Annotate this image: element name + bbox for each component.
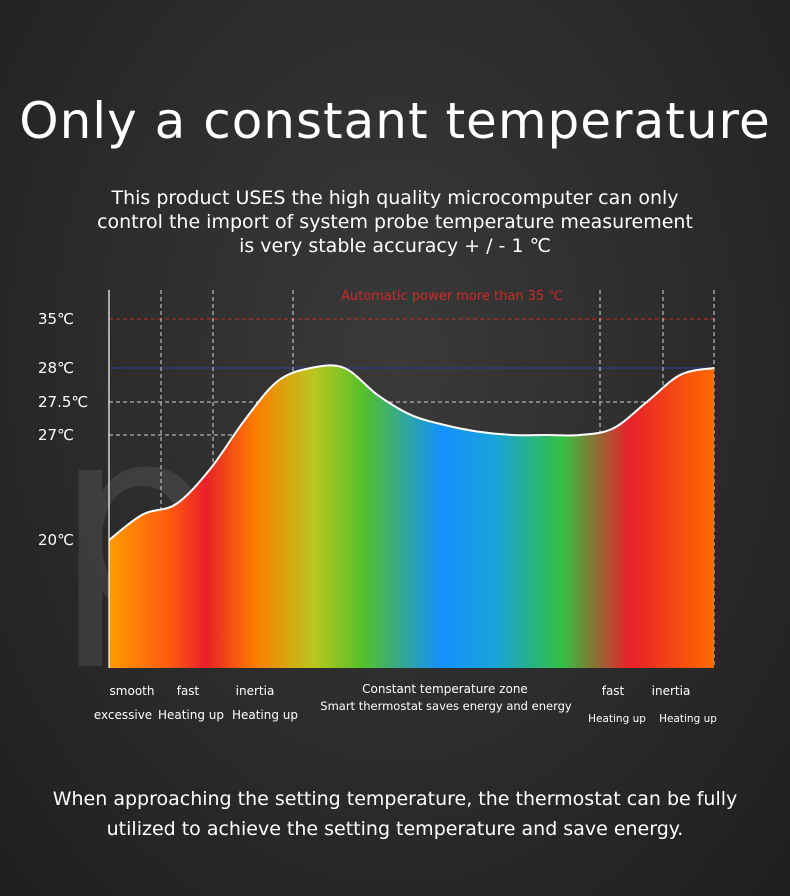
footer-text: When approaching the setting temperature… xyxy=(30,784,760,844)
y-tick-label: 35℃ xyxy=(38,310,74,328)
subtitle-line: control the import of system probe tempe… xyxy=(97,211,693,233)
y-tick-label: 28℃ xyxy=(38,359,74,377)
footer-line: When approaching the setting temperature… xyxy=(52,788,738,810)
y-tick-label: 20℃ xyxy=(38,531,74,549)
temperature-chart: pscc Automatic power more than 35 ℃ 35℃2… xyxy=(38,289,717,725)
zone-label: excessive xyxy=(94,708,152,722)
subtitle-line: is very stable accuracy + / - 1 ℃ xyxy=(239,235,551,257)
reference-label: Automatic power more than 35 ℃ xyxy=(341,289,563,304)
subtitle: This product USES the high quality micro… xyxy=(60,186,730,258)
temperature-curve xyxy=(108,364,715,541)
zone-label: Heating up xyxy=(659,713,717,725)
zone-label: Heating up xyxy=(588,713,646,725)
zone-label: Heating up xyxy=(158,708,224,722)
zone-labels: smooth excessive fast Heating up inertia… xyxy=(94,682,717,725)
zone-label: fast xyxy=(602,684,625,698)
zone-label: Heating up xyxy=(232,708,298,722)
zone-label: smooth xyxy=(110,684,155,698)
zone-label: Constant temperature zone xyxy=(362,682,528,696)
subtitle-line: This product USES the high quality micro… xyxy=(111,187,679,209)
zone-label: Smart thermostat saves energy and energy xyxy=(320,699,572,713)
zone-label: inertia xyxy=(652,684,691,698)
page-title: Only a constant temperature xyxy=(19,92,771,150)
y-tick-label: 27.5℃ xyxy=(38,393,88,411)
temperature-area xyxy=(109,365,714,668)
zone-label: inertia xyxy=(236,684,275,698)
y-tick-labels: 35℃ 28℃ 27.5℃ 27℃ 20℃ xyxy=(38,310,88,549)
y-tick-label: 27℃ xyxy=(38,426,74,444)
footer-line: utilized to achieve the setting temperat… xyxy=(106,818,684,840)
zone-label: fast xyxy=(177,684,200,698)
